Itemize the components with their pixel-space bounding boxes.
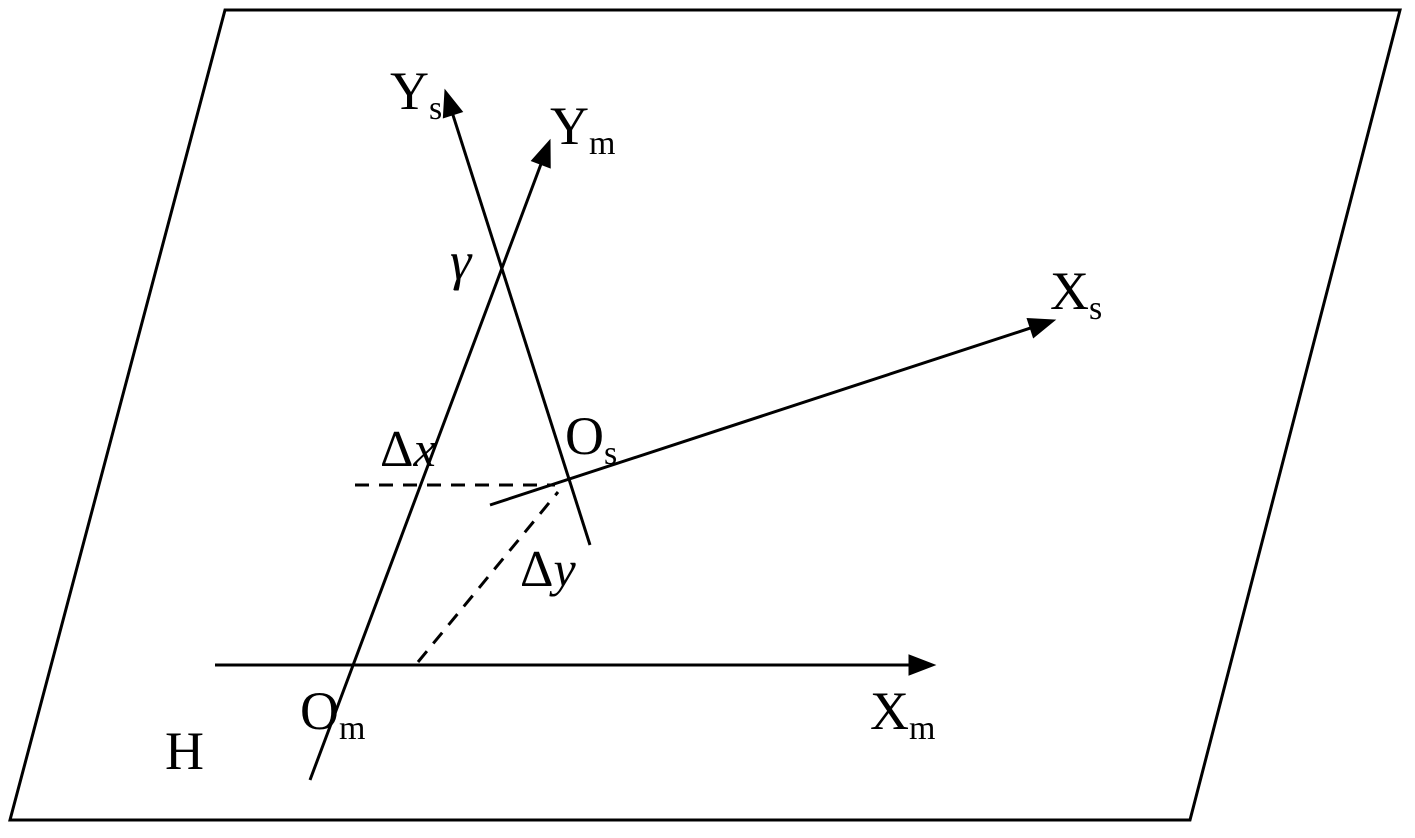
label-Xs: Xs <box>1050 260 1102 322</box>
arrowhead-Xm <box>909 655 935 675</box>
label-Ys: Ys <box>390 60 442 122</box>
diagram-svg <box>0 0 1415 838</box>
label-gamma: γ <box>450 230 471 292</box>
label-Os: Os <box>565 405 617 467</box>
label-dy: Δy <box>520 540 576 599</box>
arrowhead-Ys <box>443 90 462 118</box>
arrowhead-Ym <box>532 140 551 168</box>
label-Om: Om <box>300 680 365 742</box>
label-Xm: Xm <box>870 680 935 742</box>
plane-H <box>10 10 1400 820</box>
label-dx: Δx <box>380 420 436 479</box>
label-H: H <box>165 720 204 782</box>
label-Ym: Ym <box>550 95 615 157</box>
axis-Ys <box>453 115 590 545</box>
